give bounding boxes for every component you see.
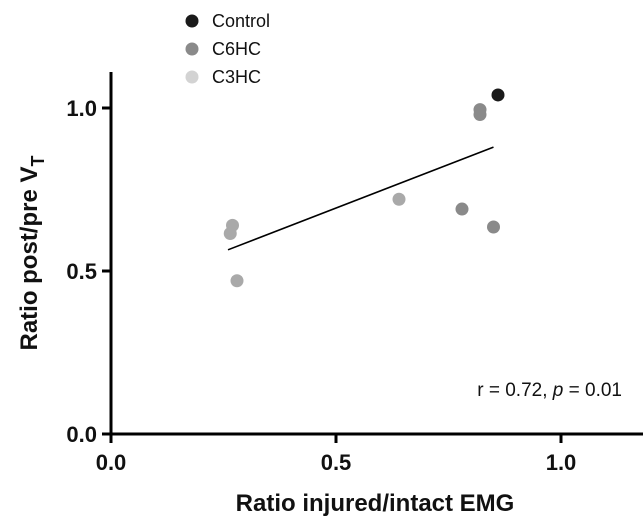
data-point-c3hc — [230, 274, 244, 288]
x-tick-label: 1.0 — [546, 450, 577, 475]
y-axis-title: Ratio post/pre VT — [16, 155, 48, 350]
data-point-c3hc — [392, 192, 406, 206]
y-axis-title-main: Ratio post/pre V — [16, 166, 43, 350]
data-point-control — [491, 88, 505, 102]
legend-marker-c6hc — [185, 42, 199, 56]
correlation-annotation: r = 0.72, p = 0.01 — [477, 380, 622, 401]
x-tick-label: 0.0 — [96, 450, 127, 475]
axes — [109, 72, 643, 436]
ticks: 0.0 0.5 1.0 0.0 0.5 1.0 — [66, 96, 576, 475]
data-point-c3hc — [223, 227, 237, 241]
legend-label-c3hc: C3HC — [212, 67, 261, 87]
data-points — [223, 88, 505, 288]
annotation-prefix: r = 0.72, — [477, 380, 553, 401]
annotation-suffix: = 0.01 — [563, 380, 622, 401]
legend-marker-control — [185, 14, 199, 28]
y-tick-label: 0.5 — [66, 259, 97, 284]
y-tick-label: 1.0 — [66, 96, 97, 121]
data-point-c6hc — [487, 220, 500, 234]
data-point-c6hc — [473, 103, 487, 117]
y-axis-title-subscript: T — [28, 155, 48, 166]
legend-label-control: Control — [212, 11, 270, 31]
legend-marker-c3hc — [185, 70, 199, 84]
regression-line-group — [227, 146, 494, 251]
x-tick-label: 0.5 — [321, 450, 352, 475]
x-axis-title: Ratio injured/intact EMG — [236, 490, 515, 517]
regression-line — [227, 146, 494, 251]
legend: Control C6HC C3HC — [185, 11, 270, 87]
legend-label-c6hc: C6HC — [212, 39, 261, 59]
y-tick-label: 0.0 — [66, 422, 97, 447]
data-point-c6hc — [455, 202, 469, 216]
annotation-p-italic: p — [552, 380, 564, 401]
